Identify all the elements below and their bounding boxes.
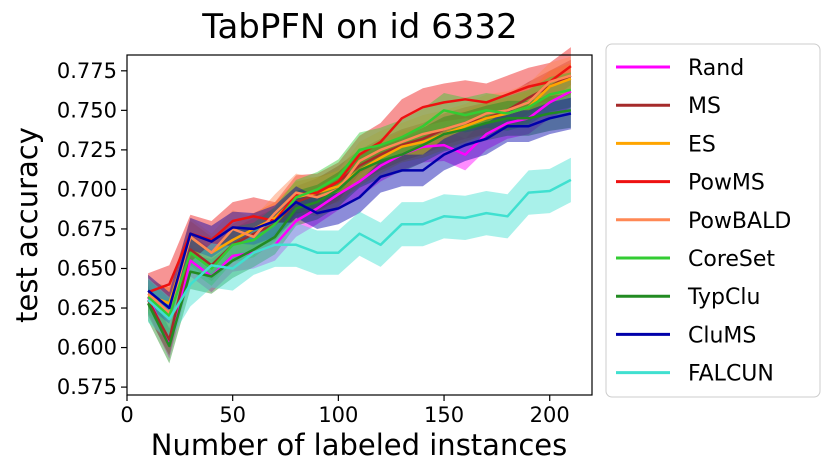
plot-frame — [126, 54, 593, 396]
series-line-typclu — [146, 109, 572, 348]
y-tick-label: 0.725 — [57, 138, 117, 162]
x-axis: 0 50 100 150 200 — [120, 395, 570, 427]
legend-label-rand: Rand — [688, 56, 744, 81]
band-falcun — [148, 157, 571, 342]
x-tick-label: 200 — [530, 403, 570, 427]
x-tick-label: 50 — [219, 403, 246, 427]
legend-label-falcun: FALCUN — [688, 362, 774, 387]
x-axis-title: Number of labeled instances — [151, 428, 567, 462]
legend-label-typclu: TypClu — [687, 285, 760, 310]
series-line-rand — [146, 90, 572, 345]
y-tick-label: 0.675 — [57, 217, 117, 241]
x-tick-label: 0 — [120, 403, 133, 427]
legend-label-clums: CluMS — [688, 323, 756, 348]
legend-label-coreset: CoreSet — [688, 247, 775, 272]
chart-title: TabPFN on id 6332 — [201, 7, 517, 47]
y-tick-label: 0.700 — [57, 177, 117, 201]
y-axis: 0.575 0.600 0.625 0.650 0.675 0.700 0.725 0.750… — [57, 59, 127, 399]
series-line-falcun — [147, 178, 572, 321]
legend-entries: Rand MS ES PowMS PowBALD CoreSet TypClu CluMS FA… — [616, 56, 791, 387]
y-tick-label: 0.575 — [57, 375, 117, 399]
series-lines — [146, 65, 572, 348]
series-line-clums — [147, 112, 572, 310]
series-line-coreset — [147, 88, 572, 318]
band-ms — [148, 59, 571, 356]
x-tick-label: 100 — [318, 403, 358, 427]
band-typclu — [148, 93, 571, 364]
legend-label-powms: PowMS — [688, 171, 765, 196]
band-powms — [148, 47, 571, 312]
y-axis-title: test accuracy — [10, 127, 44, 323]
legend-label-ms: MS — [688, 94, 721, 119]
legend-box — [605, 43, 821, 398]
y-tick-label: 0.625 — [57, 296, 117, 320]
x-tick-label: 150 — [424, 403, 464, 427]
y-tick-label: 0.650 — [57, 256, 117, 280]
y-tick-label: 0.750 — [57, 98, 117, 122]
y-tick-label: 0.600 — [57, 336, 117, 360]
legend-label-es: ES — [688, 132, 716, 157]
legend: Rand MS ES PowMS PowBALD CoreSet TypClu CluMS FA… — [605, 43, 821, 398]
legend-label-powbald: PowBALD — [688, 209, 791, 234]
series-line-powms — [147, 65, 572, 294]
y-tick-label: 0.775 — [57, 59, 117, 83]
